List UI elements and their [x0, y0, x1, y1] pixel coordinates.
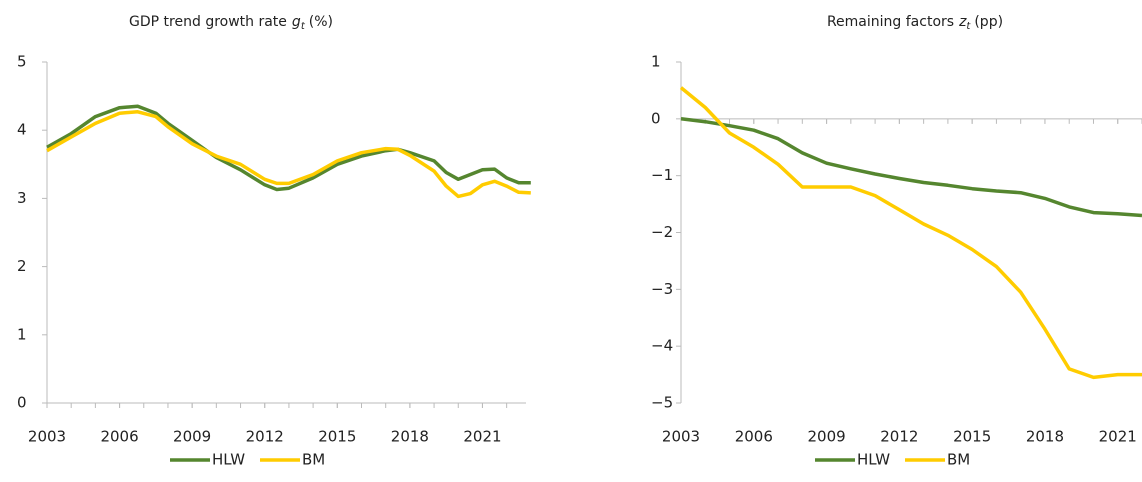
legend-label: HLW [857, 451, 890, 469]
x-tick-label: 2021 [1099, 428, 1137, 446]
y-tick-label: −4 [651, 337, 673, 355]
series-line [46, 104, 531, 192]
x-tick-label: 2009 [173, 428, 211, 446]
x-tick-label: 2012 [880, 428, 918, 446]
y-tick-label: −3 [651, 280, 673, 298]
title-symbol: z [958, 14, 967, 30]
title-symbol: g [292, 14, 301, 30]
x-tick-label: 2015 [953, 428, 991, 446]
x-tick-label: 2012 [246, 428, 284, 446]
x-tick-label: 2009 [807, 428, 845, 446]
chart-title: GDP trend growth rate gt (%) [129, 14, 333, 32]
title-subscript: t [966, 21, 971, 32]
series-line [679, 86, 1142, 380]
x-tick-label: 2006 [100, 428, 138, 446]
y-tick-label: 2 [17, 257, 27, 275]
title-text: GDP trend growth rate [129, 14, 287, 30]
x-tick-label: 2006 [735, 428, 773, 446]
y-tick-label: 1 [17, 325, 27, 343]
x-tick-label: 2018 [391, 428, 429, 446]
legend-label: HLW [212, 451, 245, 469]
y-tick-label: 4 [17, 121, 27, 139]
y-tick-label: 5 [17, 53, 27, 71]
x-tick-label: 2003 [28, 428, 66, 446]
y-tick-label: −5 [651, 394, 673, 412]
title-text: Remaining factors [827, 14, 954, 30]
chart-title: Remaining factors zt (pp) [827, 14, 1003, 32]
series-line [46, 110, 531, 199]
y-tick-label: −1 [651, 166, 673, 184]
series-line [680, 117, 1142, 218]
title-subscript: t [301, 21, 306, 32]
legend-label: BM [302, 451, 325, 469]
legend-label: BM [947, 451, 970, 469]
y-tick-label: 0 [17, 394, 27, 412]
title-unit: (pp) [974, 14, 1003, 30]
y-tick-label: −2 [651, 223, 673, 241]
y-tick-label: 1 [651, 53, 661, 71]
x-tick-label: 2021 [463, 428, 501, 446]
title-unit: (%) [309, 14, 333, 30]
y-tick-label: 0 [651, 109, 661, 127]
y-tick-label: 3 [17, 189, 27, 207]
x-tick-label: 2018 [1026, 428, 1064, 446]
x-tick-label: 2015 [318, 428, 356, 446]
x-tick-label: 2003 [662, 428, 700, 446]
